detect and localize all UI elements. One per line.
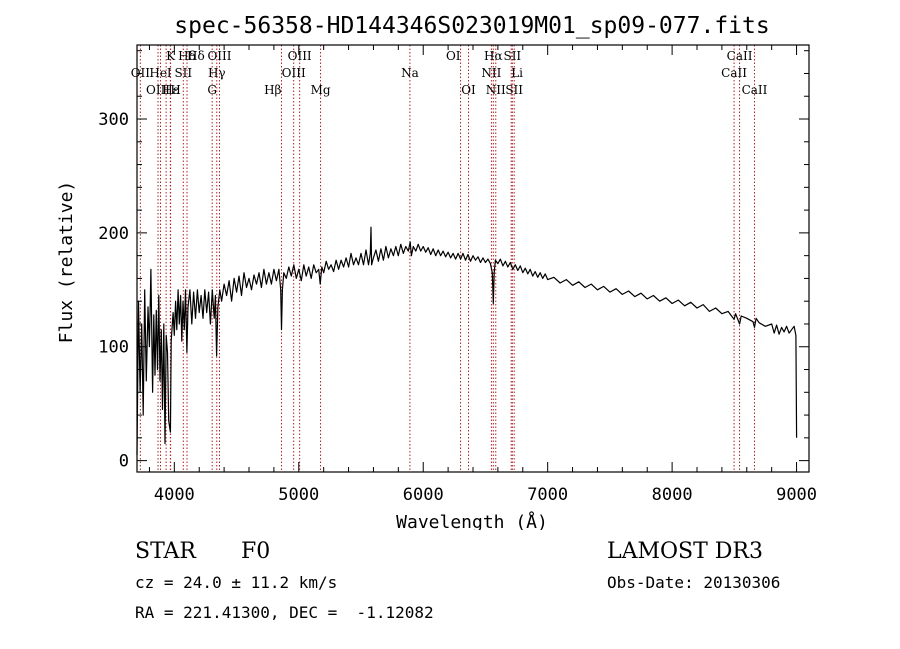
marker-label: CaII	[742, 83, 768, 97]
x-tick-label: 5000	[278, 485, 319, 505]
object-subclass: F0	[241, 539, 271, 564]
spectral-line-markers	[139, 45, 755, 472]
marker-label: K	[166, 49, 176, 63]
x-tick-label: 4000	[154, 485, 195, 505]
marker-label: Na	[401, 66, 419, 80]
marker-label: NII	[481, 66, 501, 80]
marker-label: CaII	[721, 66, 747, 80]
y-axis-label: Flux (relative)	[56, 181, 77, 344]
marker-label: OI	[446, 49, 461, 63]
marker-label: Hγ	[208, 66, 226, 80]
coordinates-line: RA = 221.41300, DEC = -1.12082	[135, 603, 434, 622]
marker-label: HeI	[149, 66, 172, 80]
marker-label: Hδ	[187, 49, 205, 63]
marker-label: Hδ	[178, 49, 196, 63]
marker-label: G	[207, 83, 217, 97]
spectrum-line	[136, 226, 798, 455]
chart-title: spec-56358-HD144346S023019M01_sp09-077.f…	[174, 13, 769, 39]
spectrum-chart: spec-56358-HD144346S023019M01_sp09-077.f…	[56, 13, 817, 530]
marker-label: OIII	[282, 66, 306, 80]
x-tick-label: 6000	[403, 485, 444, 505]
x-tick-label: 7000	[527, 485, 568, 505]
marker-label: H	[170, 83, 180, 97]
x-axis-label: Wavelength (Å)	[396, 511, 548, 530]
plot-frame	[136, 44, 810, 473]
x-tick-labels: 4000 5000 6000 7000 8000 9000	[154, 485, 817, 505]
x-tick-label: 8000	[652, 485, 693, 505]
y-tick-label: 200	[98, 224, 129, 244]
survey-name: LAMOST DR3	[607, 539, 763, 564]
marker-label: OIII	[207, 49, 231, 63]
marker-label: SII	[174, 66, 192, 80]
marker-label: Li	[511, 66, 523, 80]
y-tick-labels: 0 100 200 300	[98, 110, 129, 472]
y-tick-label: 300	[98, 110, 129, 130]
marker-label: Hα	[484, 49, 503, 63]
x-tick-label: 9000	[776, 485, 817, 505]
y-tick-label: 100	[98, 338, 129, 358]
axis-ticks	[137, 45, 809, 472]
marker-label: OI	[461, 83, 476, 97]
marker-label: CaII	[727, 49, 753, 63]
marker-label: OIII	[288, 49, 312, 63]
marker-label: OIII	[146, 83, 170, 97]
marker-label: SII	[505, 83, 523, 97]
marker-label: Hε	[162, 83, 179, 97]
marker-label: Mg	[311, 83, 331, 97]
object-class: STAR	[135, 539, 196, 564]
y-tick-label: 0	[119, 452, 129, 472]
obs-date-line: Obs-Date: 20130306	[607, 573, 781, 592]
marker-label: NII	[486, 83, 506, 97]
marker-label: SII	[503, 49, 521, 63]
redshift-line: cz = 24.0 ± 11.2 km/s	[135, 573, 338, 592]
marker-label: Hβ	[264, 83, 281, 97]
